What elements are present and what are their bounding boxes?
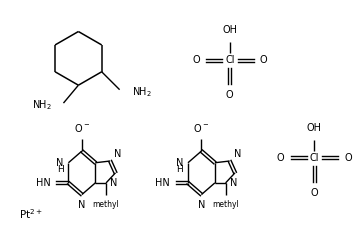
Text: O: O (311, 188, 318, 198)
Text: O: O (277, 153, 285, 163)
Text: N: N (198, 199, 205, 210)
Text: OH: OH (222, 25, 237, 36)
Text: methyl: methyl (212, 200, 239, 209)
Text: N: N (229, 178, 237, 188)
Text: Pt$^{2+}$: Pt$^{2+}$ (19, 208, 43, 221)
Text: N: N (56, 158, 63, 168)
Text: NH$_2$: NH$_2$ (132, 85, 151, 99)
Text: OH: OH (307, 123, 322, 133)
Text: NH$_2$: NH$_2$ (32, 98, 52, 112)
Text: H: H (57, 165, 63, 174)
Text: N: N (176, 158, 183, 168)
Text: O$^-$: O$^-$ (74, 122, 90, 134)
Text: O: O (226, 90, 234, 100)
Text: Cl: Cl (310, 153, 319, 163)
Text: O$^-$: O$^-$ (193, 122, 209, 134)
Text: N: N (110, 178, 117, 188)
Text: N: N (114, 149, 121, 159)
Text: HN: HN (155, 178, 170, 188)
Text: methyl: methyl (93, 200, 120, 209)
Text: O: O (344, 153, 352, 163)
Text: N: N (78, 199, 86, 210)
Text: HN: HN (35, 178, 50, 188)
Text: O: O (260, 55, 267, 65)
Text: N: N (234, 149, 241, 159)
Text: H: H (176, 165, 183, 174)
Text: O: O (192, 55, 200, 65)
Text: Cl: Cl (225, 55, 234, 65)
